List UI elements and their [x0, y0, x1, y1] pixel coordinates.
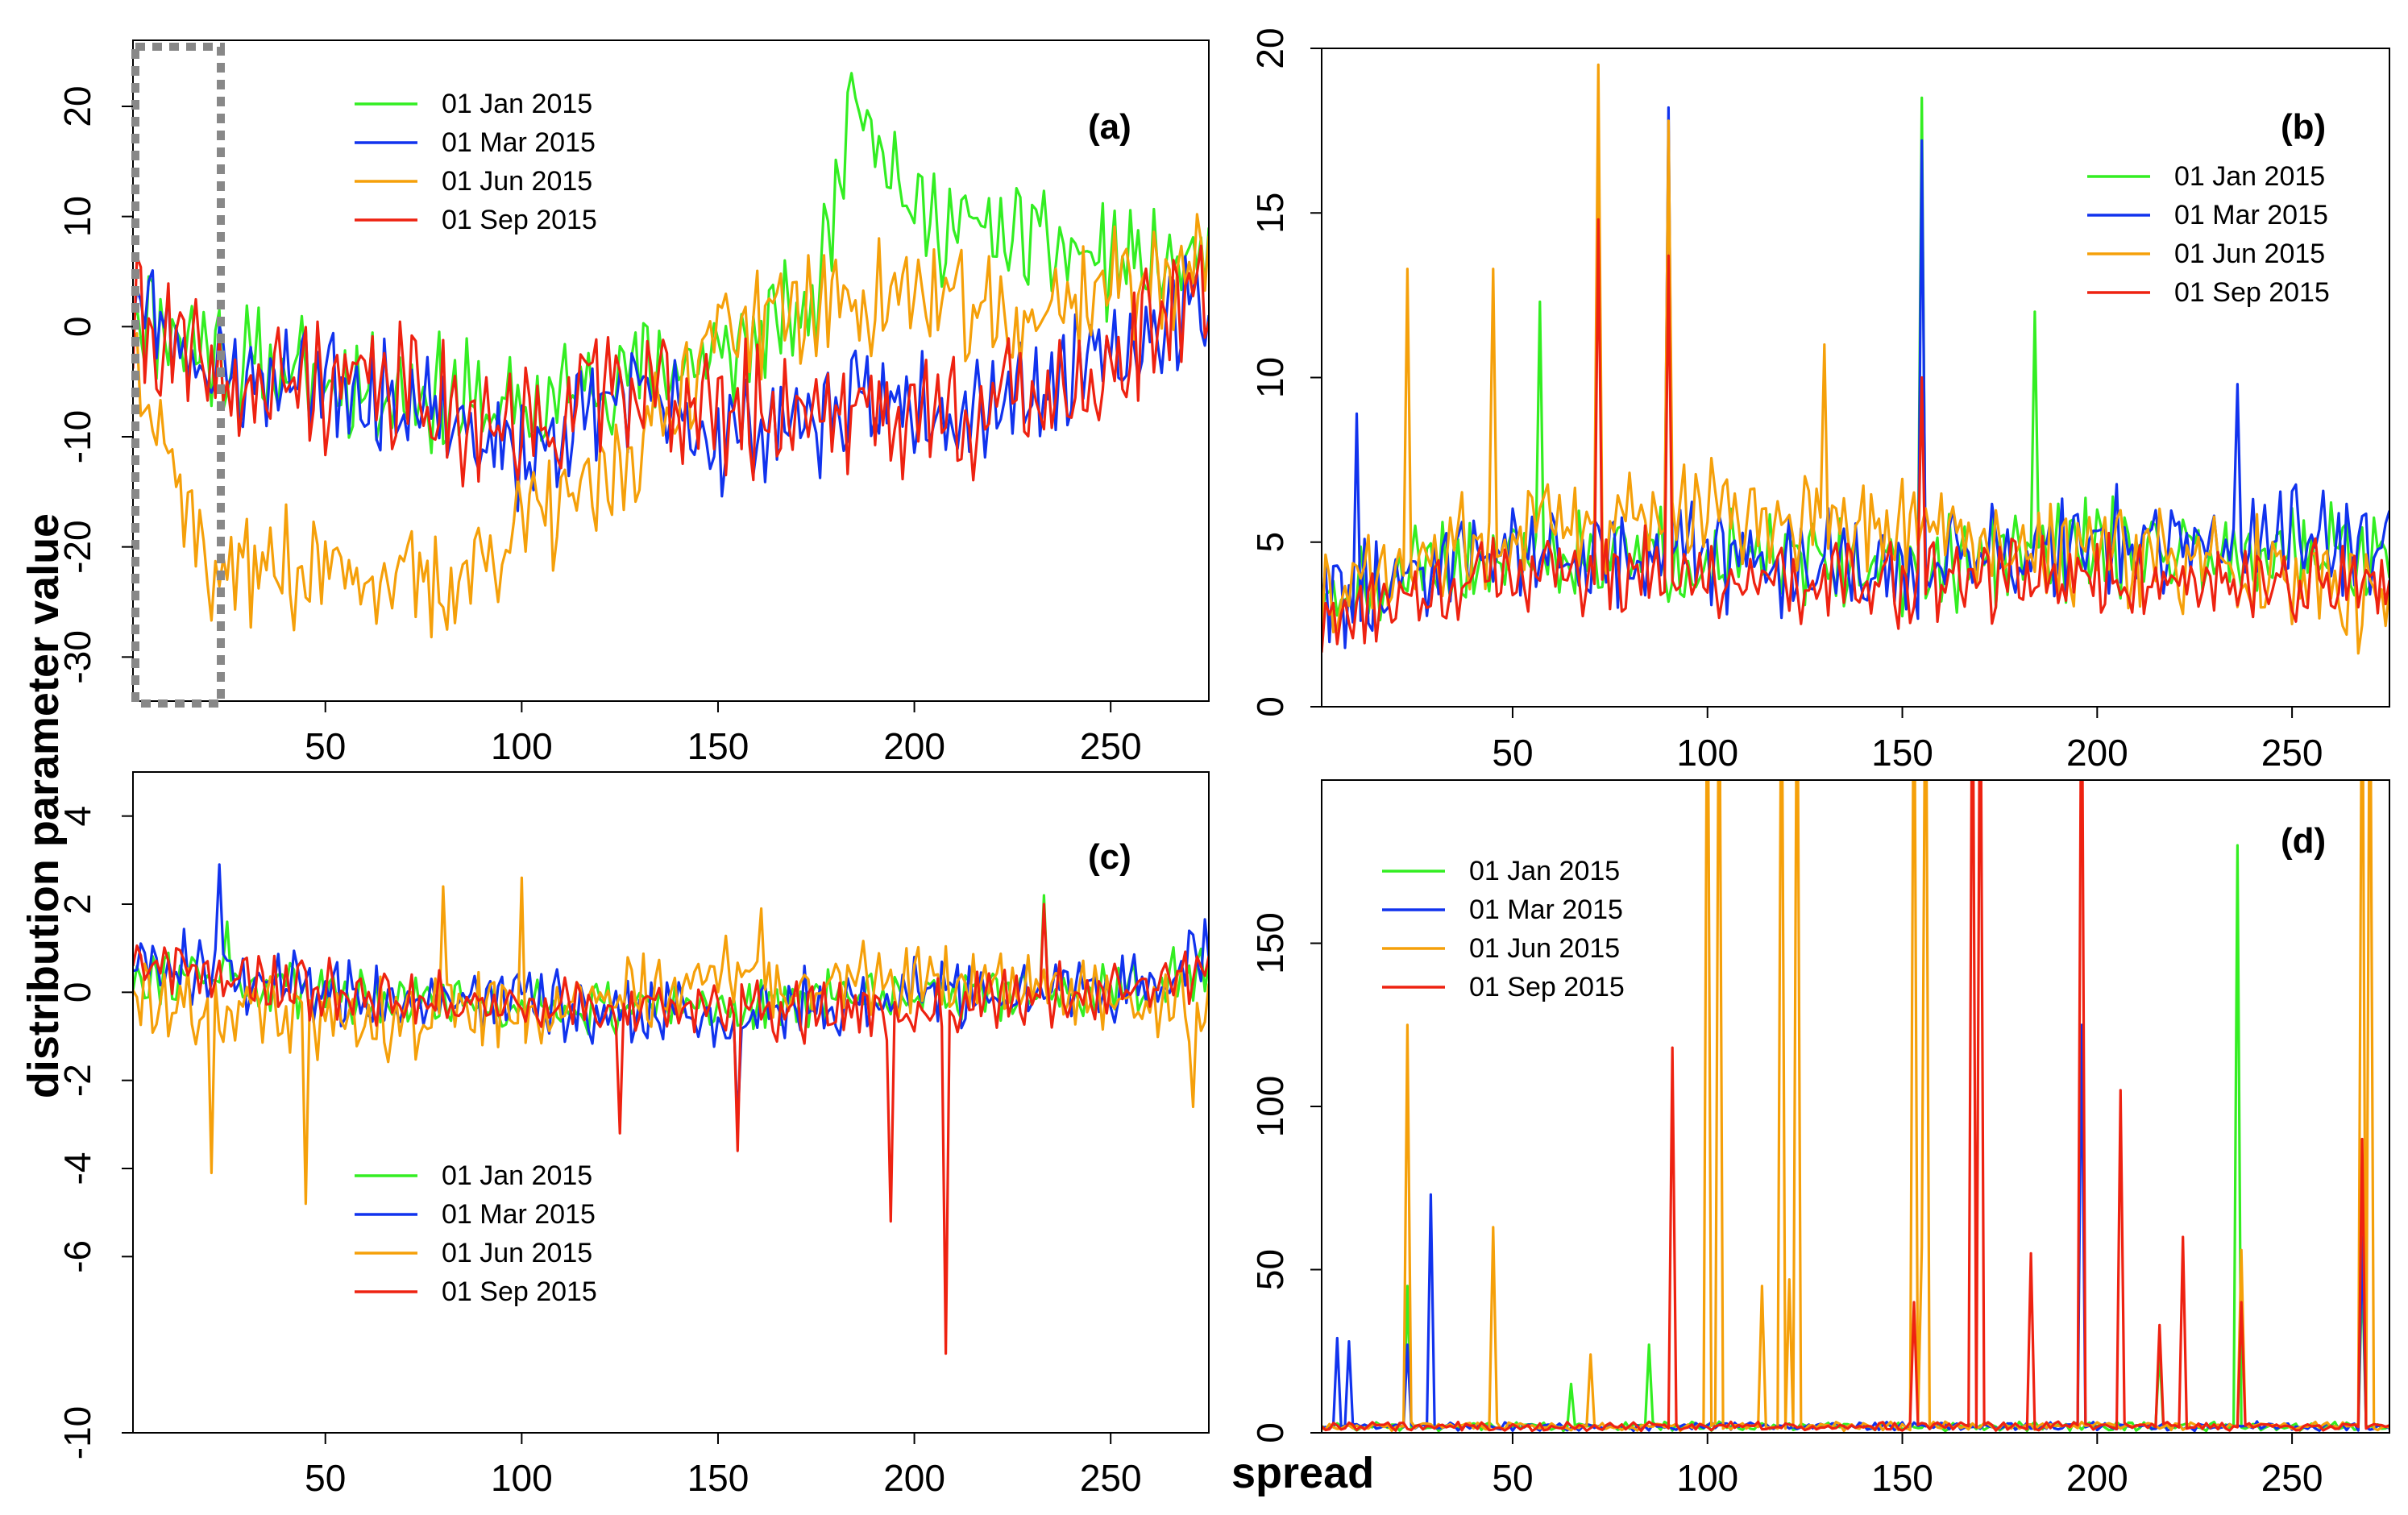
panel-a-series	[133, 72, 1209, 639]
panel-a-plot-frame	[132, 39, 1210, 702]
panel-d-legend-label-2: 01 Jun 2015	[1469, 933, 1620, 964]
panel-d-y-tick-label: 100	[1249, 1076, 1291, 1138]
panel-d-y-tick-label: 50	[1249, 1249, 1291, 1290]
panel-c-legend-label-2: 01 Jun 2015	[442, 1238, 592, 1268]
panel-a-series-line-3	[133, 244, 1209, 488]
x-axis-title: spread	[1231, 1449, 1374, 1497]
panel-b-series-line-2	[1322, 63, 2389, 655]
panel-a-y-tick-label: -30	[56, 630, 98, 683]
panel-d-series	[1322, 780, 2389, 1433]
panel-c-legend-label-3: 01 Sep 2015	[442, 1276, 597, 1307]
panel-c-plot-frame	[132, 771, 1210, 1434]
panel-d-x-tick-label: 200	[2066, 1457, 2128, 1499]
panel-b-y-tick-label: 20	[1249, 27, 1291, 68]
panel-b-y-tick-label: 10	[1249, 357, 1291, 398]
panel-c-label: (c)	[1088, 837, 1131, 877]
panel-b-x-tick-label: 200	[2066, 732, 2128, 774]
panel-c-y-tick-label: -2	[56, 1064, 98, 1097]
panel-b-x-tick-label: 250	[2261, 732, 2323, 774]
panel-a-ticks: 50 100 150 200 250 -30 -20 -10 0 10 20	[56, 85, 1142, 767]
panel-d-x-tick-label: 250	[2261, 1457, 2323, 1499]
panel-b-legend-label-0: 01 Jan 2015	[2174, 161, 2325, 192]
panel-c-legend-label-0: 01 Jan 2015	[442, 1160, 592, 1191]
panel-a-legend-label-0: 01 Jan 2015	[442, 89, 592, 119]
panel-a-y-tick-label: -10	[56, 410, 98, 463]
panel-d-chart: 50 100 150 200 250 0 50 100 150 01 Jan 2015 01 Ma…	[1249, 779, 2390, 1499]
panel-a-label: (a)	[1088, 107, 1131, 147]
panel-d-legend-label-1: 01 Mar 2015	[1469, 894, 1623, 925]
panel-b-chart: 50 100 150 200 250 0 5 10 15 20 01 Jan 2015 01 Mar…	[1249, 27, 2390, 774]
panel-c-y-tick-label: 4	[56, 806, 98, 827]
y-axis-title: distribution parameter value	[19, 513, 68, 1098]
panel-d-x-tick-label: 150	[1871, 1457, 1933, 1499]
panel-c-x-tick-label: 250	[1080, 1457, 1142, 1499]
panel-a-y-tick-label: 10	[56, 196, 98, 237]
panel-b-y-tick-label: 5	[1249, 532, 1291, 553]
panel-d-label: (d)	[2281, 821, 2326, 861]
panel-c-y-tick-label: -10	[56, 1406, 98, 1459]
panel-a-x-tick-label: 50	[305, 725, 346, 767]
panel-a-x-tick-label: 100	[491, 725, 553, 767]
panel-c-y-tick-label: -6	[56, 1240, 98, 1273]
panel-c-ticks: 50 100 150 200 250 -10 -6 -4 -2 0 2 4	[56, 806, 1142, 1499]
panel-a-legend-label-3: 01 Sep 2015	[442, 205, 597, 235]
panel-c-x-tick-label: 50	[305, 1457, 346, 1499]
panel-b-legend-label-2: 01 Jun 2015	[2174, 239, 2325, 269]
panel-c-y-tick-label: 2	[56, 894, 98, 915]
panel-b-series-line-3	[1322, 218, 2389, 653]
panel-c-legend-label-1: 01 Mar 2015	[442, 1199, 596, 1230]
panel-a-highlight-box	[131, 43, 225, 708]
panel-b-x-tick-label: 150	[1871, 732, 1933, 774]
panel-a-x-tick-label: 250	[1080, 725, 1142, 767]
panel-b-legend: 01 Jan 2015 01 Mar 2015 01 Jun 2015 01 Sep …	[2087, 161, 2330, 308]
panel-a-legend-label-1: 01 Mar 2015	[442, 127, 596, 158]
panel-c-legend: 01 Jan 2015 01 Mar 2015 01 Jun 2015 01 Sep …	[355, 1160, 597, 1307]
panel-d-legend-label-3: 01 Sep 2015	[1469, 972, 1625, 1002]
panel-d-series-line-3	[1322, 780, 2389, 1433]
panel-a-chart: 50 100 150 200 250 -30 -20 -10 0 10 20 01 Jan 2015…	[56, 39, 1210, 767]
panel-b-x-tick-label: 50	[1492, 732, 1533, 774]
panel-b-legend-label-1: 01 Mar 2015	[2174, 200, 2328, 230]
panel-c-y-tick-label: 0	[56, 982, 98, 1003]
panel-b-x-tick-label: 100	[1676, 732, 1738, 774]
panel-c-series	[133, 863, 1209, 1355]
panel-a-y-tick-label: -20	[56, 520, 98, 573]
panel-d-x-tick-label: 100	[1676, 1457, 1738, 1499]
panel-c-series-line-2	[133, 876, 1209, 1206]
panel-d-legend-label-0: 01 Jan 2015	[1469, 856, 1620, 886]
panel-d-legend: 01 Jan 2015 01 Mar 2015 01 Jun 2015 01 Sep …	[1382, 856, 1625, 1002]
panel-d-y-tick-label: 0	[1249, 1422, 1291, 1443]
panel-b-ticks: 50 100 150 200 250 0 5 10 15 20	[1249, 27, 2323, 774]
panel-a-legend-label-2: 01 Jun 2015	[442, 166, 592, 197]
panel-a-x-tick-label: 150	[687, 725, 749, 767]
panel-b-legend-label-3: 01 Sep 2015	[2174, 277, 2330, 308]
panel-b-series	[1322, 63, 2389, 655]
panel-c-x-tick-label: 150	[687, 1457, 749, 1499]
panel-a-series-line-0	[133, 72, 1209, 454]
panel-a-y-tick-label: 20	[56, 85, 98, 127]
panel-a-x-tick-label: 200	[883, 725, 945, 767]
panel-c-y-tick-label: -4	[56, 1152, 98, 1185]
panel-d-y-tick-label: 150	[1249, 912, 1291, 974]
panel-a-y-tick-label: 0	[56, 317, 98, 338]
panel-d-ticks: 50 100 150 200 250 0 50 100 150	[1249, 912, 2323, 1499]
panel-b-y-tick-label: 0	[1249, 696, 1291, 717]
panel-b-y-tick-label: 15	[1249, 193, 1291, 234]
panel-b-label: (b)	[2281, 107, 2326, 147]
panel-c-x-tick-label: 200	[883, 1457, 945, 1499]
panel-a-legend: 01 Jan 2015 01 Mar 2015 01 Jun 2015 01 Sep …	[355, 89, 597, 235]
panel-c-series-line-3	[133, 903, 1209, 1355]
panel-d-x-tick-label: 50	[1492, 1457, 1533, 1499]
panel-c-x-tick-label: 100	[491, 1457, 553, 1499]
